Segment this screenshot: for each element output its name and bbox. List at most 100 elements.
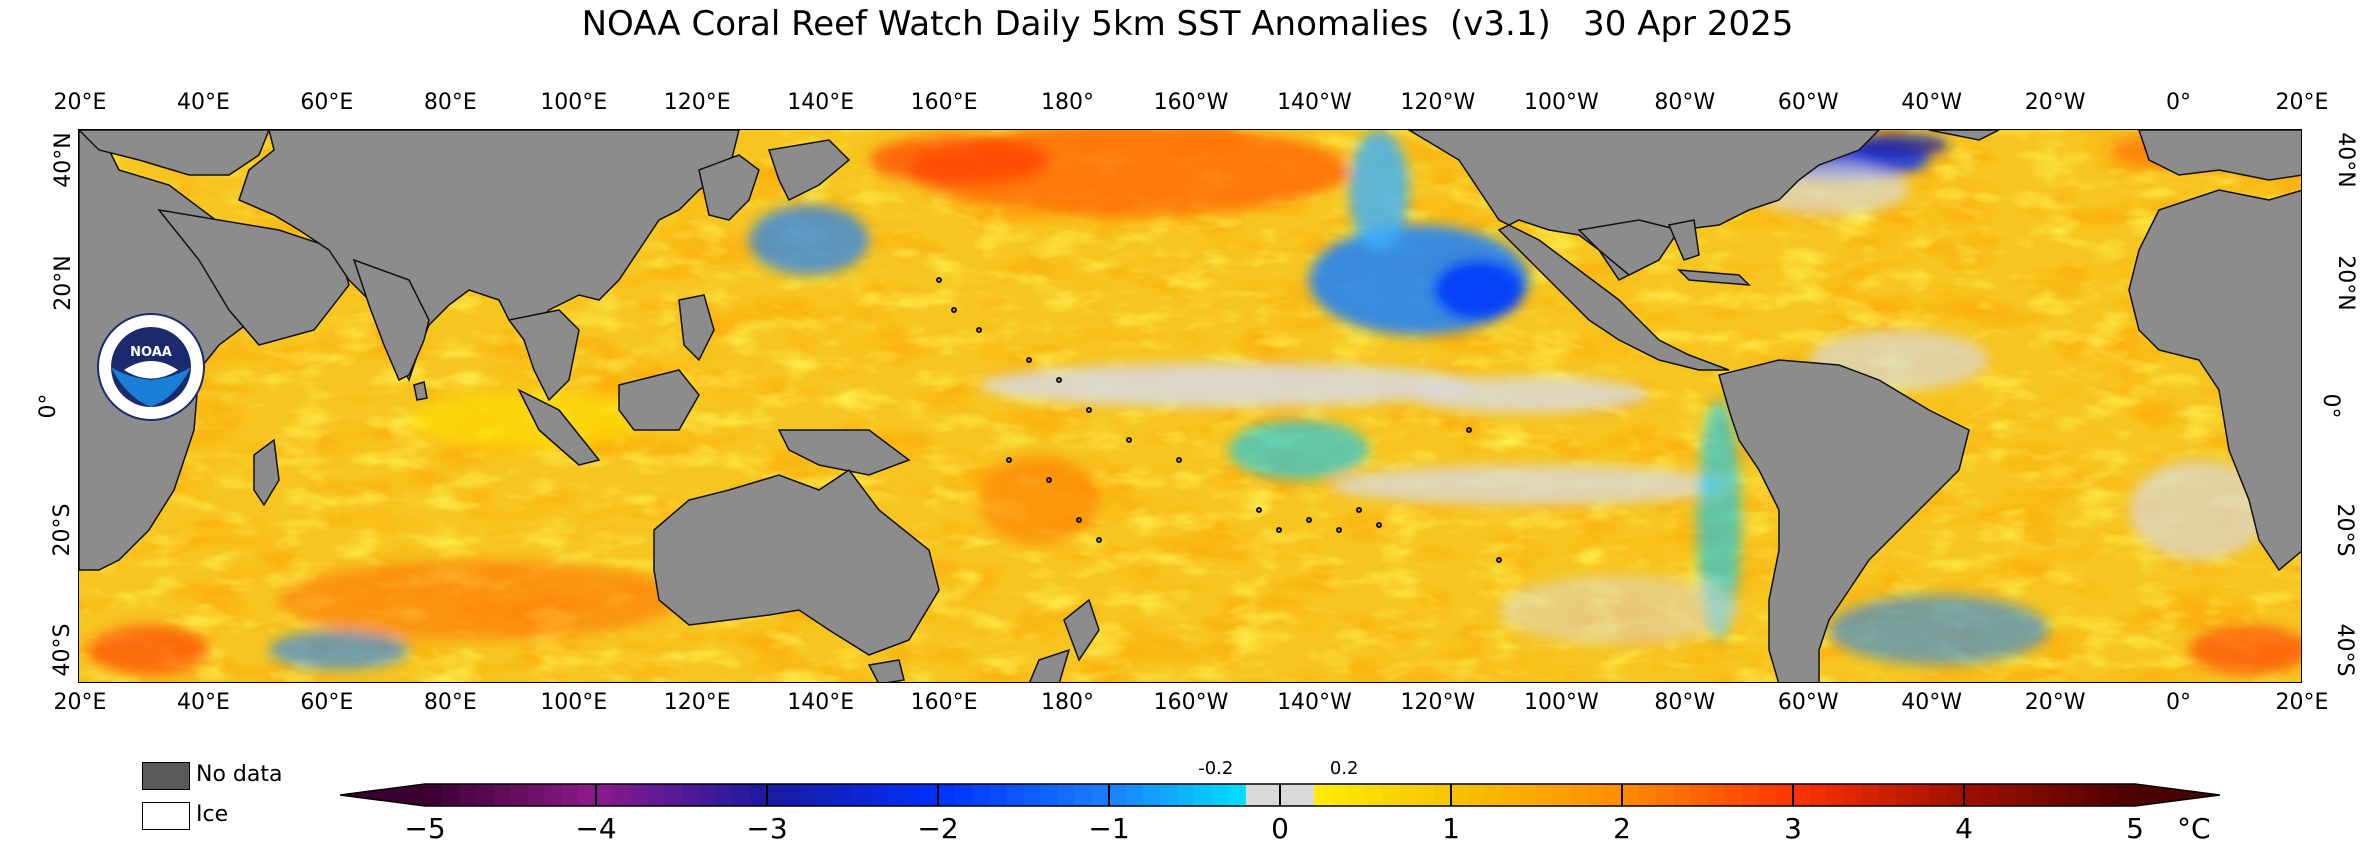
colorbar-segment: [1587, 784, 1606, 806]
map-title: NOAA Coral Reef Watch Daily 5km SST Anom…: [581, 4, 1794, 44]
colorbar-segment: [1775, 784, 1794, 806]
colorbar-min-arrow: [340, 784, 425, 806]
latitude-tick-right: 20°S: [2331, 503, 2357, 557]
colorbar-segment: [1211, 784, 1230, 806]
colorbar-tick-label: 3: [1784, 812, 1802, 845]
colorbar-segment: [596, 784, 614, 806]
colorbar-segment: [510, 784, 529, 806]
colorbar-tick-label: −2: [917, 812, 959, 845]
colorbar-segment: [1006, 784, 1024, 806]
colorbar-segment: [1382, 784, 1401, 806]
colorbar-segment: [732, 784, 751, 806]
colorbar-segment: [1331, 784, 1349, 806]
colorbar-segment: [1245, 784, 1264, 806]
longitude-tick: 60°E: [300, 90, 354, 115]
colorbar-segment: [1622, 784, 1640, 806]
colorbar-svg: [339, 783, 2221, 807]
colorbar-segment: [1844, 784, 1862, 806]
colorbar-segment: [1023, 784, 1042, 806]
colorbar-segment: [578, 784, 597, 806]
latitude-tick-left: 20°N: [51, 255, 77, 311]
pacific-islands: [936, 277, 1502, 563]
noaa-logo-icon: NOAA: [97, 313, 205, 421]
colorbar-segment: [767, 784, 785, 806]
colorbar-segment: [1946, 784, 1965, 806]
longitude-tick: 80°E: [423, 690, 477, 715]
colorbar-segment: [869, 784, 888, 806]
latitude-tick-left: 0°: [36, 393, 61, 419]
colorbar-segment: [1228, 784, 1247, 806]
colorbar-segment: [715, 784, 734, 806]
colorbar-segment: [1861, 784, 1879, 806]
colorbar-segment: [544, 784, 563, 806]
longitude-tick: 40°E: [176, 690, 230, 715]
longitude-tick: 20°W: [2024, 90, 2086, 115]
colorbar-segment: [613, 784, 631, 806]
longitude-tick: 0°: [2166, 690, 2192, 715]
colorbar-segment: [920, 784, 939, 806]
colorbar-segment: [1656, 784, 1674, 806]
longitude-tick: 140°W: [1277, 690, 1352, 715]
colorbar-segment: [1057, 784, 1076, 806]
colorbar-segment: [835, 784, 853, 806]
colorbar-segment: [476, 784, 494, 806]
colorbar-segment: [2117, 784, 2136, 806]
colorbar-segment: [1604, 784, 1623, 806]
sst-anomaly-map[interactable]: [78, 129, 2302, 683]
colorbar-segment: [938, 784, 956, 806]
colorbar-segment: [1177, 784, 1195, 806]
colorbar-segment: [1074, 784, 1093, 806]
colorbar-segment: [1194, 784, 1213, 806]
colorbar-segment: [801, 784, 819, 806]
colorbar-segment: [1690, 784, 1708, 806]
colorbar-segment: [1639, 784, 1657, 806]
colorbar-segment: [1468, 784, 1486, 806]
colorbar-segment: [1143, 784, 1161, 806]
colorbar-tick-label: 5: [2126, 812, 2144, 845]
longitude-tick: 20°E: [2275, 90, 2329, 115]
longitude-tick: 80°E: [423, 90, 477, 115]
colorbar-segment: [2066, 784, 2085, 806]
colorbar-segment: [1126, 784, 1144, 806]
latitude-tick-left: 40°N: [51, 132, 77, 188]
colorbar-segment: [493, 784, 511, 806]
colorbar-segment: [1878, 784, 1897, 806]
no-data-swatch: [142, 762, 190, 790]
colorbar-segment: [681, 784, 700, 806]
latitude-tick-right: 40°N: [2333, 132, 2359, 188]
colorbar-segment: [1502, 784, 1520, 806]
longitude-tick: 120°E: [663, 690, 731, 715]
colorbar-segment: [1536, 784, 1555, 806]
longitude-tick: 100°E: [540, 690, 608, 715]
colorbar-segment: [989, 784, 1007, 806]
colorbar-segment: [1399, 784, 1418, 806]
colorbar-segment: [1741, 784, 1760, 806]
colorbar-small-tick-label: -0.2: [1198, 758, 1234, 779]
colorbar-segment: [1160, 784, 1178, 806]
colorbar-segment: [442, 784, 460, 806]
longitude-tick: 100°W: [1523, 90, 1599, 115]
longitude-tick: 160°W: [1153, 90, 1229, 115]
longitude-tick: 40°W: [1901, 690, 1963, 715]
longitude-tick: 80°W: [1654, 90, 1716, 115]
colorbar-segment: [1040, 784, 1059, 806]
colorbar-segment: [1451, 784, 1469, 806]
colorbar-segment: [749, 784, 768, 806]
colorbar-segment: [425, 784, 443, 806]
colorbar-segment: [1091, 784, 1110, 806]
map-canvas: [79, 130, 2301, 682]
colorbar-segment: [1485, 784, 1503, 806]
colorbar-segment: [1262, 784, 1281, 806]
longitude-tick: 140°E: [787, 90, 855, 115]
colorbar-tick-label: −1: [1088, 812, 1130, 845]
colorbar-segment: [647, 784, 665, 806]
latitude-tick-right: 40°S: [2331, 623, 2357, 677]
colorbar-segment: [1758, 784, 1777, 806]
colorbar-segment: [1827, 784, 1845, 806]
anomaly-patches: [89, 130, 2301, 675]
longitude-tick: 100°E: [540, 90, 608, 115]
colorbar-segment: [2032, 784, 2050, 806]
colorbar-segment: [1998, 784, 2016, 806]
longitude-tick: 80°W: [1654, 690, 1716, 715]
colorbar-segment: [1570, 784, 1589, 806]
